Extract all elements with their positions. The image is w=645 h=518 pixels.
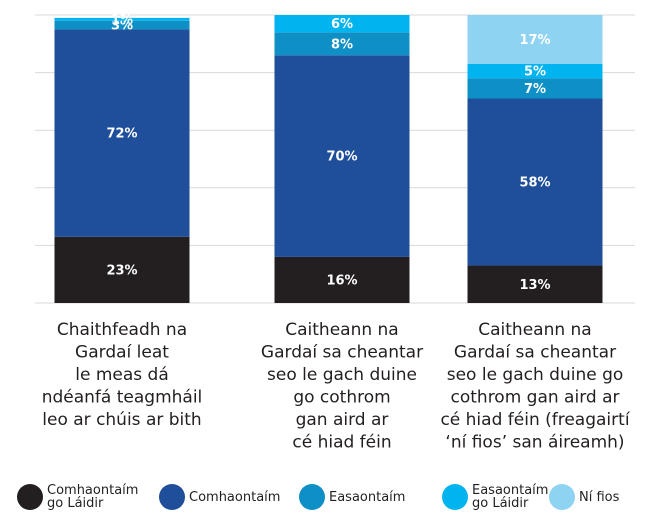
- data-label: 7%: [524, 82, 546, 97]
- legend-label: Easaontaím go Láidir: [472, 483, 549, 511]
- bar-segment: [54, 20, 190, 30]
- x-tick-label: gan aird ar: [296, 410, 389, 430]
- x-tick-label: seo le gach duine: [267, 365, 417, 385]
- legend-label: Comhaontaím: [189, 489, 281, 505]
- x-tick-label: Gardaí leat: [75, 343, 169, 363]
- bar-segment: [274, 15, 410, 33]
- legend-label: Comhaontaím go Láidir: [47, 483, 139, 511]
- bar-segment: [54, 17, 190, 21]
- x-tick-label: Caitheann na: [285, 320, 398, 340]
- x-tick-label: seo le gach duine go: [447, 365, 624, 385]
- data-label: 58%: [519, 176, 550, 191]
- data-label: 3%: [111, 19, 133, 34]
- legend-marker: [159, 484, 185, 510]
- data-label: 1%: [111, 13, 133, 28]
- legend-label: Ní fios: [579, 489, 620, 505]
- x-tick-label: Gardaí sa cheantar: [454, 343, 616, 363]
- data-label: 13%: [519, 278, 550, 293]
- bar-segment: [54, 236, 190, 303]
- x-tick-label: ‘ní fios’ san áireamh): [445, 433, 624, 453]
- bar-segment: [274, 32, 410, 56]
- data-label: 23%: [106, 263, 137, 278]
- bar-segment: [467, 15, 603, 64]
- data-label: 72%: [106, 127, 137, 142]
- legend-label: Easaontaím: [329, 489, 406, 505]
- bar-segment: [274, 256, 410, 303]
- bar-segment: [54, 29, 190, 237]
- x-tick-label: Caitheann na: [478, 320, 591, 340]
- bar-segment: [467, 98, 603, 266]
- x-tick-label: le meas dá: [75, 365, 169, 385]
- data-label: 17%: [519, 33, 550, 48]
- x-tick-label: cothrom gan aird ar: [451, 388, 620, 408]
- bar-segment: [467, 265, 603, 303]
- x-tick-label: ndéanfá teagmháil: [42, 388, 203, 408]
- data-label: 16%: [326, 273, 357, 288]
- data-label: 70%: [326, 150, 357, 165]
- data-label: 8%: [331, 37, 353, 52]
- data-label: 5%: [524, 65, 546, 80]
- legend-marker: [442, 484, 468, 510]
- x-tick-label: cé hiad féin: [292, 433, 391, 453]
- bar-segment: [274, 55, 410, 257]
- bar-segment: [467, 78, 603, 99]
- legend-marker: [549, 484, 575, 510]
- x-tick-label: Gardaí sa cheantar: [261, 343, 423, 363]
- x-tick-label: Chaithfeadh na: [57, 320, 187, 340]
- x-tick-label: cé hiad féin (freagairtí: [440, 410, 630, 430]
- legend-marker: [17, 484, 43, 510]
- bar-segment: [467, 63, 603, 79]
- x-tick-label: go cothrom: [293, 388, 390, 408]
- data-label: 6%: [331, 17, 353, 32]
- x-tick-label: leo ar chúis ar bith: [42, 410, 201, 430]
- legend-marker: [299, 484, 325, 510]
